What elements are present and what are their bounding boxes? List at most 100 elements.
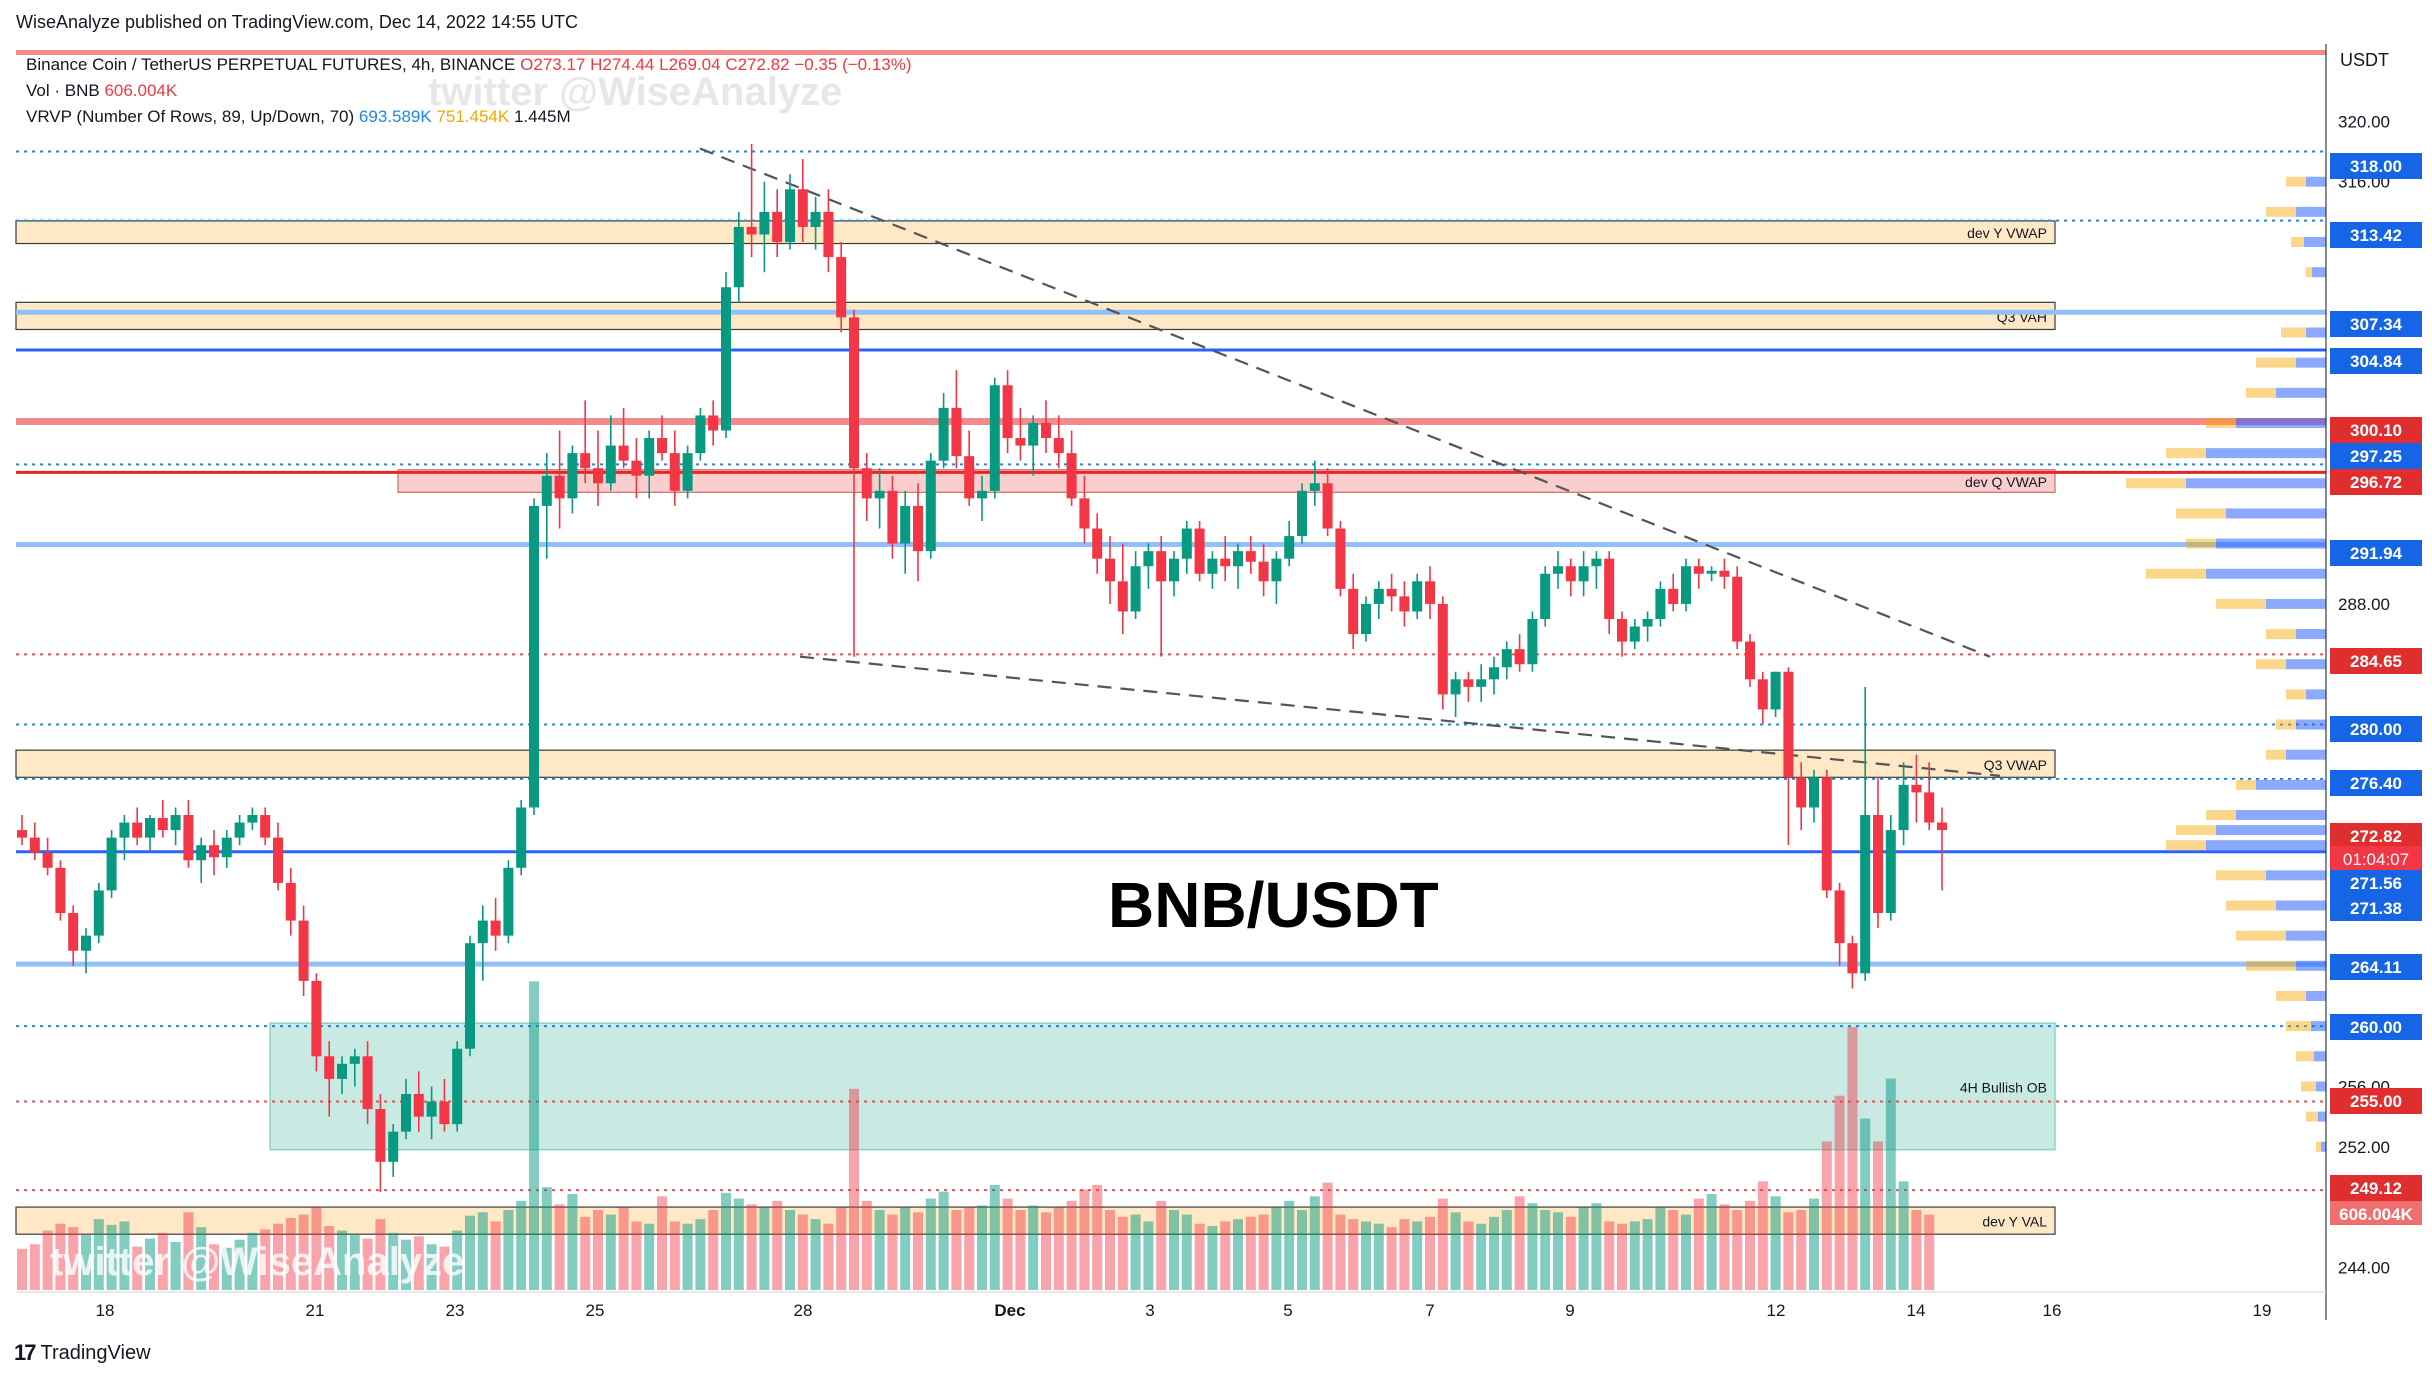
candle-body <box>490 920 501 936</box>
candle-body <box>913 505 923 552</box>
price-label-text: 271.56 <box>2350 874 2402 893</box>
volume-profile-down-bar <box>2206 810 2236 821</box>
volume-bar <box>682 1223 693 1290</box>
candle-body <box>964 456 975 499</box>
volume-bar <box>1668 1210 1679 1290</box>
candle-body <box>452 1048 463 1125</box>
candle-body <box>1437 603 1448 695</box>
volume-bar <box>426 1244 437 1290</box>
legend-high: H274.44 <box>590 55 655 74</box>
candle-body <box>1156 551 1167 582</box>
candle-body <box>1041 422 1051 439</box>
volume-bar <box>951 1210 962 1290</box>
volume-bar <box>1514 1196 1525 1290</box>
price-label-text: 276.40 <box>2350 774 2402 793</box>
candle-body <box>1002 385 1013 439</box>
volume-bar <box>106 1224 117 1290</box>
countdown-box <box>2330 846 2422 870</box>
time-tick-label: 25 <box>586 1301 605 1320</box>
candle-body <box>1732 576 1743 642</box>
price-label-box <box>2330 823 2422 849</box>
volume-bar <box>1309 1196 1320 1290</box>
top-price-line <box>16 50 2326 55</box>
candle-body <box>925 460 936 552</box>
volume-bar <box>1924 1214 1935 1290</box>
volume-profile-down-bar <box>2286 689 2306 700</box>
candle-body <box>733 226 744 288</box>
price-label-box <box>2330 443 2422 469</box>
candle-body <box>1898 784 1909 831</box>
price-label-box <box>2330 954 2422 980</box>
volume-bar <box>1233 1219 1243 1290</box>
candle-body <box>657 438 667 454</box>
candle-body <box>772 211 783 243</box>
volume-bar <box>874 1210 885 1290</box>
legend-vrvp-up: 693.589K <box>358 107 432 126</box>
volume-bar <box>1028 1205 1039 1290</box>
candle-body <box>1604 558 1615 619</box>
volume-profile-up-bar <box>2296 206 2326 217</box>
volume-bar <box>1604 1221 1615 1290</box>
volume-profile-up-bar <box>2306 990 2326 1001</box>
zone-label: dev Q VWAP <box>1965 474 2047 490</box>
candle-body <box>337 1063 347 1079</box>
legend-vrvp-label[interactable]: VRVP (Number Of Rows, 89, Up/Down, 70) <box>26 107 355 126</box>
watermark-bottom: twitter @WiseAnalyze <box>50 1240 465 1284</box>
legend-change: −0.35 (−0.13%) <box>794 55 912 74</box>
volume-bar <box>1642 1219 1653 1290</box>
zone-box <box>397 469 2056 493</box>
volume-bar <box>1463 1221 1474 1290</box>
time-tick-label: 9 <box>1565 1301 1574 1320</box>
price-label-box <box>2330 469 2422 495</box>
volume-bar <box>1079 1189 1090 1290</box>
volume-bar <box>925 1198 936 1290</box>
candle-body <box>1105 558 1115 582</box>
price-label-text: 260.00 <box>2350 1018 2402 1037</box>
volume-bar <box>977 1205 987 1290</box>
tradingview-footer[interactable]: 17 TradingView <box>14 1340 151 1366</box>
price-label-box <box>2330 311 2422 337</box>
candle-body <box>708 415 719 431</box>
candle-body <box>1911 784 1922 793</box>
price-label-box <box>2330 1014 2422 1040</box>
volume-bar <box>452 1230 463 1290</box>
volume-bar <box>618 1207 629 1290</box>
candle-body <box>1514 649 1525 665</box>
candle-body <box>1642 618 1653 627</box>
volume-bar <box>1092 1184 1103 1290</box>
volume-bar <box>349 1235 360 1290</box>
volume-bar <box>465 1215 475 1290</box>
volume-bar <box>1719 1204 1730 1290</box>
candle-body <box>682 453 693 491</box>
tradingview-brand: TradingView <box>40 1341 151 1364</box>
volume-profile-down-bar <box>2286 1021 2311 1032</box>
volume-profile-up-bar <box>2316 1081 2326 1092</box>
candle-body <box>516 807 527 868</box>
volume-bar <box>721 1192 731 1290</box>
candle-body <box>413 1093 424 1117</box>
volume-bar <box>298 1214 309 1290</box>
legend-vol-label[interactable]: Vol · BNB <box>26 81 100 100</box>
volume-bar <box>593 1210 603 1290</box>
volume-bar <box>1373 1223 1384 1290</box>
volume-bar <box>132 1246 143 1290</box>
candle-body <box>42 852 53 868</box>
candle-body <box>247 815 258 823</box>
candle-body <box>1092 528 1103 559</box>
candle-body <box>81 935 91 951</box>
volume-bar <box>605 1214 616 1290</box>
volume-bar <box>170 1242 181 1290</box>
tradingview-logo-icon: 17 <box>14 1340 37 1365</box>
price-label-text: 272.82 <box>2350 827 2402 846</box>
volume-bar <box>1706 1194 1717 1290</box>
volume-bar <box>1207 1226 1218 1290</box>
volume-bar <box>1399 1219 1410 1290</box>
volume-bar <box>1655 1207 1666 1290</box>
volume-bar <box>964 1207 975 1290</box>
currency-label[interactable]: USDT <box>2340 50 2389 70</box>
candle-body <box>1015 438 1026 446</box>
volume-bar <box>1284 1200 1295 1290</box>
candle-body <box>196 845 207 861</box>
legend-symbol[interactable]: Binance Coin / TetherUS PERPETUAL FUTURE… <box>26 55 516 74</box>
